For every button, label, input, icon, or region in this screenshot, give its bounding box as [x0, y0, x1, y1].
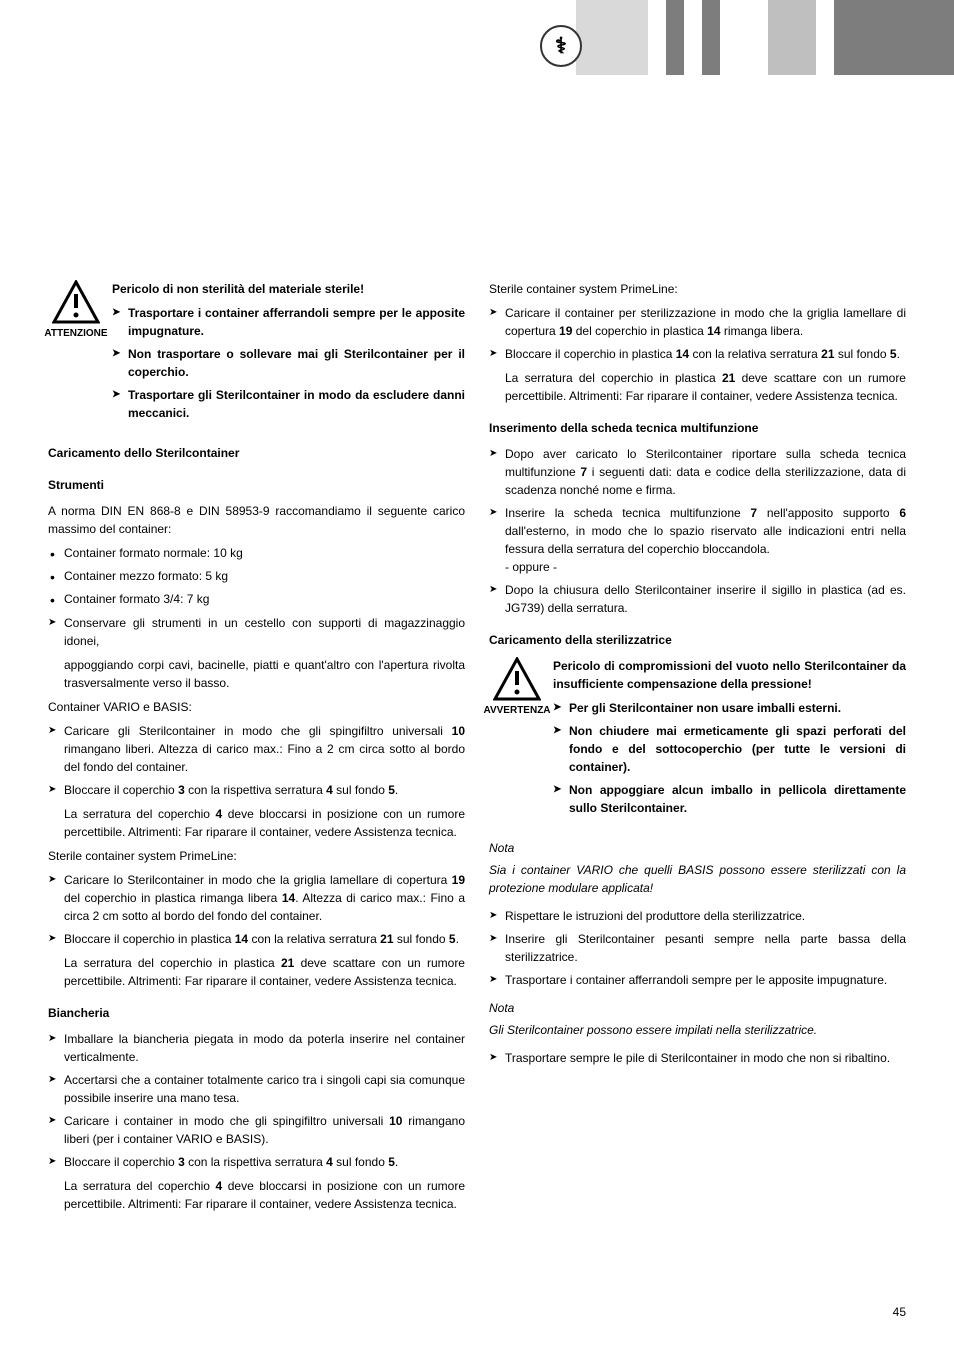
list-item: Caricare i container in modo che gli spi… [48, 1112, 465, 1148]
medical-icon-glyph: ⚕ [555, 33, 567, 59]
attenzione-label: ATTENZIONE [44, 326, 107, 341]
list-item: Container mezzo formato: 5 kg [48, 567, 465, 585]
list-item: Bloccare il coperchio 3 con la rispettiv… [48, 1153, 465, 1171]
paragraph: Sterile container system PrimeLine: [48, 847, 465, 865]
list-item: Inserire la scheda tecnica multifunzione… [489, 504, 906, 576]
paragraph: Container VARIO e BASIS: [48, 698, 465, 716]
list-item: Imballare la biancheria piegata in modo … [48, 1030, 465, 1066]
warning-triangle-icon [52, 280, 100, 324]
list-item: Container formato normale: 10 kg [48, 544, 465, 562]
list-item: Non chiudere mai ermeticamente gli spazi… [553, 722, 906, 776]
heading-biancheria: Biancheria [48, 1004, 465, 1022]
page-content: ATTENZIONE Pericolo di non sterilità del… [48, 280, 906, 1219]
nota-text: Sia i container VARIO che quelli BASIS p… [489, 861, 906, 897]
list-item: Trasportare gli Sterilcontainer in modo … [112, 386, 465, 422]
header-bar [834, 0, 954, 75]
list-item: Bloccare il coperchio in plastica 14 con… [48, 930, 465, 948]
warning-triangle-icon [493, 657, 541, 701]
header-bar [666, 0, 684, 75]
avvertenza-label: AVVERTENZA [483, 703, 550, 718]
nota-text: Gli Sterilcontainer possono essere impil… [489, 1021, 906, 1039]
list-item: Bloccare il coperchio in plastica 14 con… [489, 345, 906, 363]
page-number: 45 [893, 1305, 906, 1319]
paragraph: La serratura del coperchio 4 deve blocca… [48, 1177, 465, 1213]
paragraph: La serratura del coperchio in plastica 2… [48, 954, 465, 990]
heading-strumenti: Strumenti [48, 476, 465, 494]
header-bar [648, 0, 666, 75]
left-column: ATTENZIONE Pericolo di non sterilità del… [48, 280, 465, 1219]
list-item: Bloccare il coperchio 3 con la rispettiv… [48, 781, 465, 799]
list-item: Container formato 3/4: 7 kg [48, 590, 465, 608]
list-item: Trasportare sempre le pile di Sterilcont… [489, 1049, 906, 1067]
list-item: Dopo aver caricato lo Sterilcontainer ri… [489, 445, 906, 499]
warning-icon-container: AVVERTENZA [489, 657, 545, 718]
header-bar [816, 0, 834, 75]
header-bar [684, 0, 702, 75]
list-item: Caricare gli Sterilcontainer in modo che… [48, 722, 465, 776]
header-bar [768, 0, 816, 75]
paragraph: La serratura del coperchio in plastica 2… [489, 369, 906, 405]
heading-caricamento-sterilizzatrice: Caricamento della sterilizzatrice [489, 631, 906, 649]
paragraph: A norma DIN EN 868-8 e DIN 58953-9 racco… [48, 502, 465, 538]
heading-caricamento: Caricamento dello Sterilcontainer [48, 444, 465, 462]
list-item: Conservare gli strumenti in un cestello … [48, 614, 465, 650]
list-item: Per gli Sterilcontainer non usare imball… [553, 699, 906, 717]
medical-icon: ⚕ [540, 25, 582, 67]
header-bar [576, 0, 648, 75]
avvertenza-box: AVVERTENZA Pericolo di compromissioni de… [489, 657, 906, 823]
avvertenza-content: Pericolo di compromissioni del vuoto nel… [553, 657, 906, 823]
right-column: Sterile container system PrimeLine: Cari… [489, 280, 906, 1219]
list-item: Trasportare i container afferrandoli sem… [112, 304, 465, 340]
attenzione-title: Pericolo di non sterilità del materiale … [112, 280, 465, 298]
nota-label: Nota [489, 999, 906, 1017]
avvertenza-title: Pericolo di compromissioni del vuoto nel… [553, 657, 906, 693]
list-item: Accertarsi che a container totalmente ca… [48, 1071, 465, 1107]
heading-inserimento: Inserimento della scheda tecnica multifu… [489, 419, 906, 437]
attenzione-content: Pericolo di non sterilità del materiale … [112, 280, 465, 428]
paragraph: Sterile container system PrimeLine: [489, 280, 906, 298]
header-bar [702, 0, 720, 75]
list-item: Dopo la chiusura dello Sterilcontainer i… [489, 581, 906, 617]
header-bar [720, 0, 768, 75]
list-item: Non trasportare o sollevare mai gli Ster… [112, 345, 465, 381]
paragraph: appoggiando corpi cavi, bacinelle, piatt… [48, 656, 465, 692]
list-item: Trasportare i container afferrandoli sem… [489, 971, 906, 989]
list-item: Non appoggiare alcun imballo in pellicol… [553, 781, 906, 817]
paragraph: La serratura del coperchio 4 deve blocca… [48, 805, 465, 841]
list-item: Caricare il container per sterilizzazion… [489, 304, 906, 340]
list-item: Rispettare le istruzioni del produttore … [489, 907, 906, 925]
attenzione-box: ATTENZIONE Pericolo di non sterilità del… [48, 280, 465, 428]
header-color-bars [576, 0, 954, 75]
nota-label: Nota [489, 839, 906, 857]
list-item: Inserire gli Sterilcontainer pesanti sem… [489, 930, 906, 966]
warning-icon-container: ATTENZIONE [48, 280, 104, 341]
list-item: Caricare lo Sterilcontainer in modo che … [48, 871, 465, 925]
